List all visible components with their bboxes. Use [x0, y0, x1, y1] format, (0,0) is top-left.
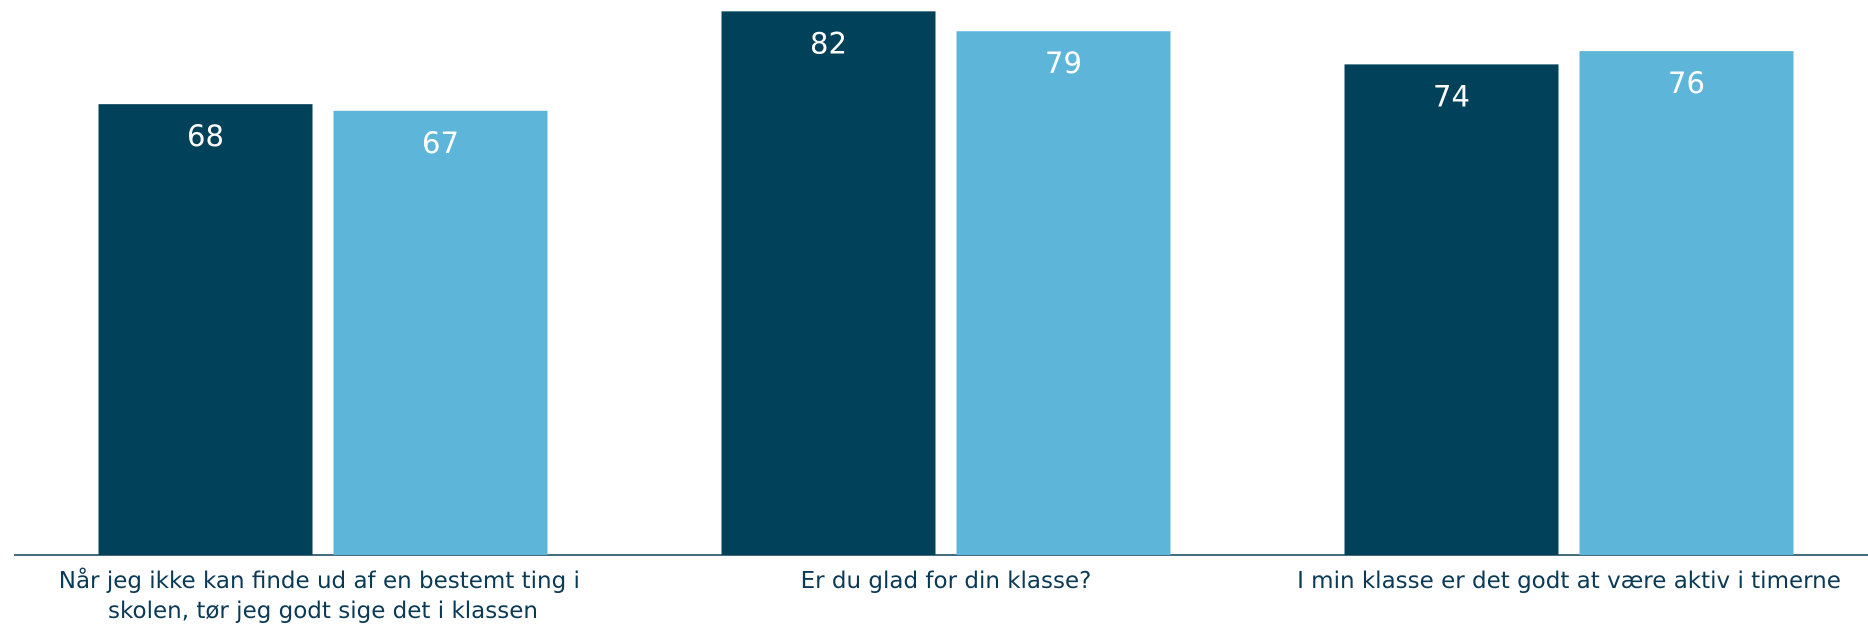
value-label: 74: [1433, 79, 1470, 113]
value-label: 82: [810, 26, 847, 60]
x-tick-label: I min klasse er det godt at være aktiv i…: [1297, 568, 1841, 594]
value-label: 79: [1045, 46, 1082, 80]
x-tick-label: Er du glad for din klasse?: [801, 568, 1092, 594]
bar: [956, 31, 1171, 556]
bar: [721, 11, 936, 555]
bar: [1579, 51, 1794, 556]
value-label: 68: [187, 119, 224, 153]
value-label: 76: [1668, 66, 1705, 100]
value-label: 67: [422, 126, 459, 160]
bar: [333, 110, 548, 555]
bar: [98, 104, 313, 555]
x-tick-label: Når jeg ikke kan finde ud af en bestemt …: [59, 566, 587, 624]
bar: [1344, 64, 1559, 555]
